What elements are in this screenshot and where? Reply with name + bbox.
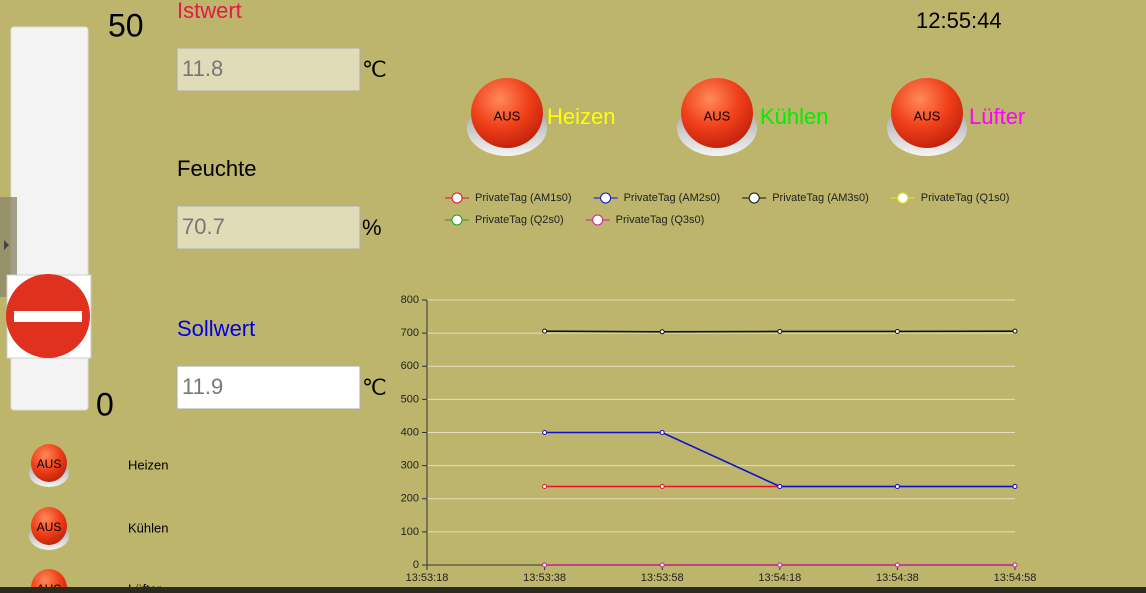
button[interactable]: AUS: [677, 78, 757, 156]
small-button[interactable]: AUS: [29, 507, 69, 550]
button-dome: [31, 507, 67, 545]
x-tick-label: 13:54:58: [994, 572, 1037, 584]
field-value: 11.9: [182, 374, 223, 399]
legend-label: PrivateTag (Q1s0): [921, 192, 1010, 204]
y-tick-label: 200: [401, 493, 419, 505]
button-dome: [681, 78, 753, 148]
series-line: [544, 431, 1015, 488]
button[interactable]: AUS: [887, 78, 967, 156]
field-unit: %: [362, 215, 382, 240]
small-button[interactable]: AUS: [29, 444, 69, 487]
field-box: [176, 47, 361, 92]
slider-max: 50: [108, 7, 144, 43]
slider-min: 0: [96, 386, 114, 422]
field-box: [176, 205, 361, 250]
point: [659, 329, 665, 335]
legend-label: PrivateTag (Q2s0): [475, 214, 564, 226]
y-tick-label: 500: [401, 393, 419, 405]
point: [542, 328, 548, 334]
point: [659, 562, 665, 568]
legend-marker: [451, 214, 463, 226]
side-tab-arrow: [4, 240, 9, 250]
clock: 12:55:44: [916, 8, 1002, 33]
point: [777, 483, 783, 489]
slider-thumb-bar: [14, 311, 82, 322]
bottom-bar: [0, 587, 1146, 593]
button-dome: [471, 78, 543, 148]
legend-label: PrivateTag (AM2s0): [624, 192, 721, 204]
point: [894, 483, 900, 489]
button[interactable]: AUS: [467, 78, 547, 156]
button-label: AUS: [914, 108, 941, 123]
point: [1012, 483, 1018, 489]
field-label: Sollwert: [177, 316, 255, 341]
field-unit: ℃: [362, 375, 387, 400]
x-tick-label: 13:53:18: [406, 572, 449, 584]
button-name: Heizen: [128, 457, 168, 472]
x-tick-label: 13:54:38: [876, 572, 919, 584]
point: [659, 483, 665, 489]
legend-label: PrivateTag (AM3s0): [772, 192, 869, 204]
point: [542, 430, 548, 435]
button-dome: [31, 444, 67, 482]
button-label: AUS: [37, 457, 62, 471]
point: [1012, 562, 1018, 568]
x-tick-label: 13:54:18: [758, 572, 801, 584]
legend-label: PrivateTag (Q3s0): [616, 214, 705, 226]
y-tick-label: 700: [401, 327, 419, 339]
y-tick-label: 600: [401, 360, 419, 372]
chart: 0 100 200 300 400 500 600 700 800 13:53:18 13:53:3…: [401, 192, 1037, 584]
button-label: AUS: [37, 520, 62, 534]
field-label: Feuchte: [177, 156, 257, 181]
legend-marker: [897, 192, 909, 204]
legend-marker: [592, 214, 604, 226]
legend-marker: [600, 192, 612, 204]
button-label: AUS: [704, 108, 731, 123]
field-value: 11.8: [182, 56, 223, 81]
button-dome: [891, 78, 963, 148]
field-unit: ℃: [362, 57, 387, 82]
legend-label: PrivateTag (AM1s0): [475, 192, 572, 204]
button-name: Heizen: [547, 104, 615, 129]
side-tab[interactable]: [0, 197, 17, 297]
point: [542, 562, 548, 568]
y-tick-label: 300: [401, 460, 419, 472]
button-name: Lüfter: [969, 104, 1025, 129]
x-tick-label: 13:53:58: [641, 572, 684, 584]
button-name: Kühlen: [128, 520, 168, 535]
field-label: Istwert: [177, 0, 242, 23]
point: [894, 328, 900, 334]
point: [777, 328, 783, 334]
y-tick-label: 400: [401, 426, 419, 438]
y-tick-label: 800: [401, 294, 419, 306]
y-tick-label: 0: [413, 559, 419, 571]
point: [777, 562, 783, 568]
legend-marker: [451, 192, 463, 204]
button-name: Kühlen: [760, 104, 829, 129]
button-label: AUS: [494, 108, 521, 123]
point: [894, 562, 900, 568]
y-tick-label: 100: [401, 526, 419, 538]
x-tick-label: 13:53:38: [523, 572, 566, 584]
legend-marker: [748, 192, 760, 204]
point: [1012, 328, 1018, 334]
field-value: 70.7: [182, 214, 225, 239]
point: [542, 483, 548, 489]
point: [659, 430, 665, 435]
field-input[interactable]: [176, 365, 361, 410]
